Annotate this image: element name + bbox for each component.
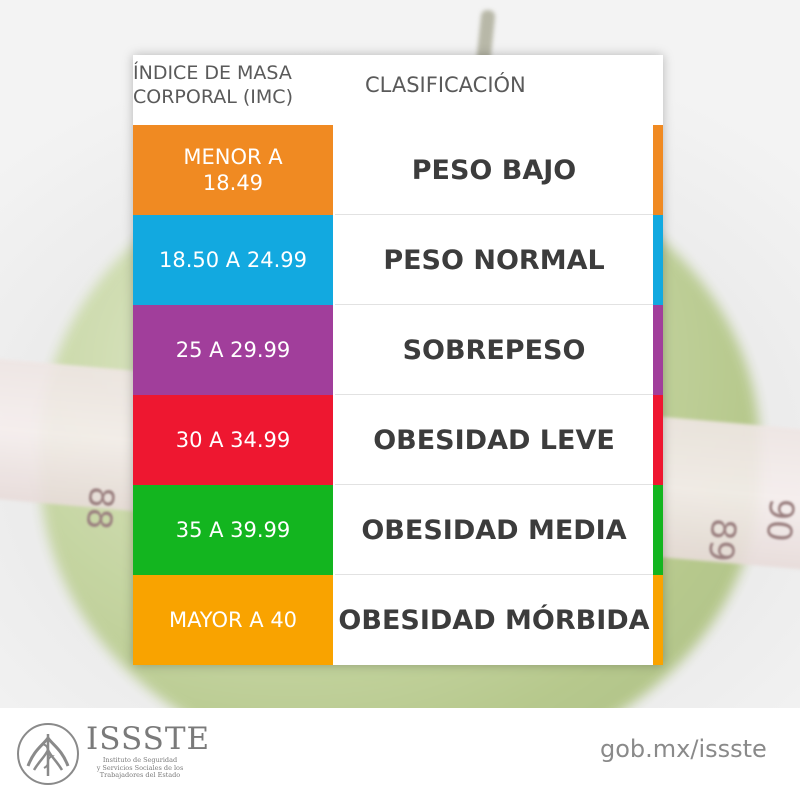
row-divider <box>335 304 653 305</box>
header-imc: ÍNDICE DE MASA CORPORAL (IMC) <box>133 61 333 109</box>
row-color-strip <box>653 485 663 575</box>
logo-title: ISSSTE <box>86 721 211 757</box>
header-imc-line1: ÍNDICE DE MASA <box>133 62 292 84</box>
range-cell: MAYOR A 40 <box>133 575 333 665</box>
row-color-strip <box>653 575 663 665</box>
classification-cell: PESO BAJO <box>335 125 653 215</box>
table-row: 30 A 34.99 OBESIDAD LEVE <box>133 395 663 485</box>
table-header: ÍNDICE DE MASA CORPORAL (IMC) CLASIFICAC… <box>133 55 663 125</box>
row-divider <box>335 394 653 395</box>
table-row: 35 A 39.99 OBESIDAD MEDIA <box>133 485 663 575</box>
logo-subtitle-line: y Servicios Sociales de los <box>96 763 184 772</box>
website-link[interactable]: gob.mx/issste <box>600 735 767 763</box>
tape-number: 90 <box>757 496 800 544</box>
range-line: 25 A 29.99 <box>175 338 291 362</box>
classification-cell: OBESIDAD LEVE <box>335 395 653 485</box>
row-divider <box>335 574 653 575</box>
range-cell: 35 A 39.99 <box>133 485 333 575</box>
row-color-strip <box>653 395 663 485</box>
row-divider <box>335 484 653 485</box>
header-imc-line2: CORPORAL (IMC) <box>133 86 293 108</box>
range-line: 35 A 39.99 <box>175 518 291 542</box>
range-cell: 25 A 29.99 <box>133 305 333 395</box>
table-row: 18.50 A 24.99 PESO NORMAL <box>133 215 663 305</box>
table-row: MAYOR A 40 OBESIDAD MÓRBIDA <box>133 575 663 665</box>
range-cell: MENOR A 18.49 <box>133 125 333 215</box>
imc-table: ÍNDICE DE MASA CORPORAL (IMC) CLASIFICAC… <box>133 55 663 665</box>
range-line: 18.50 A 24.99 <box>159 248 307 272</box>
tape-number: 89 <box>699 516 744 564</box>
classification-cell: OBESIDAD MEDIA <box>335 485 653 575</box>
range-line: 30 A 34.99 <box>175 428 291 452</box>
range-cell: 18.50 A 24.99 <box>133 215 333 305</box>
range-line: MENOR A <box>183 145 283 169</box>
table-row: MENOR A 18.49 PESO BAJO <box>133 125 663 215</box>
issste-emblem-icon <box>14 720 82 788</box>
classification-cell: SOBREPESO <box>335 305 653 395</box>
footer <box>0 708 800 800</box>
range-line: MAYOR A 40 <box>168 608 298 632</box>
range-cell: 30 A 34.99 <box>133 395 333 485</box>
logo-subtitle-line: Instituto de Seguridad <box>102 756 178 764</box>
tape-number: 88 <box>77 484 122 532</box>
row-color-strip <box>653 305 663 395</box>
logo-subtitle-line: Trabajadores del Estado <box>99 771 181 779</box>
classification-cell: OBESIDAD MÓRBIDA <box>335 575 653 665</box>
row-divider <box>335 214 653 215</box>
table-row: 25 A 29.99 SOBREPESO <box>133 305 663 395</box>
range-line: 18.49 <box>202 171 264 195</box>
header-classification: CLASIFICACIÓN <box>365 73 526 97</box>
logo-subtitle: Instituto de Seguridad y Servicios Socia… <box>88 756 192 780</box>
row-color-strip <box>653 215 663 305</box>
classification-cell: PESO NORMAL <box>335 215 653 305</box>
row-color-strip <box>653 125 663 215</box>
